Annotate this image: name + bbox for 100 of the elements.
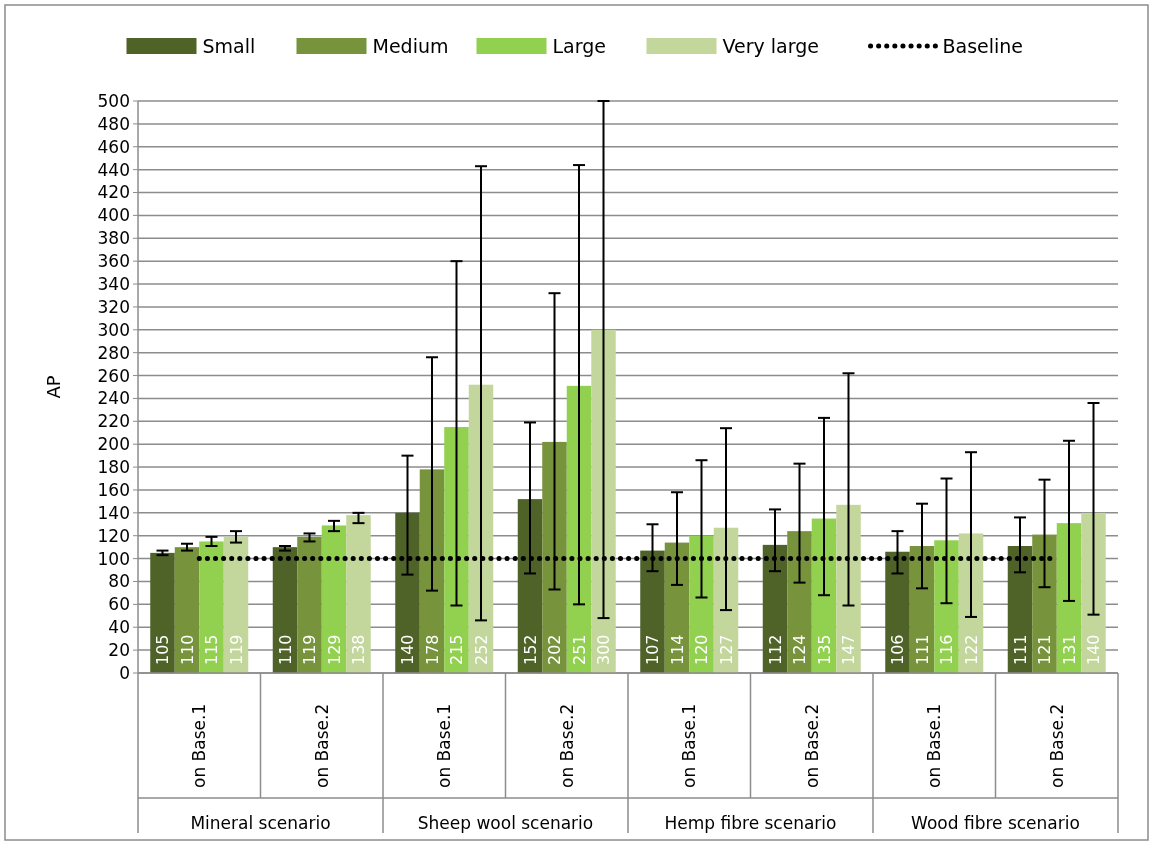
data-label: 178 [422,634,442,665]
data-label: 114 [667,634,687,665]
bar [272,547,298,673]
bar [958,533,984,673]
bar [444,427,469,673]
data-label: 121 [1035,634,1055,665]
legend-label: Medium [372,34,449,57]
data-label: 152 [520,634,540,665]
bar [297,536,322,673]
text: Mineral scenario [190,813,331,834]
legend-label: Baseline [942,34,1024,57]
data-label: 129 [324,634,344,665]
data-label: 106 [888,634,908,665]
y-tick-label: 480 [97,113,130,134]
y-tick-label: 300 [97,319,130,340]
x-tick-label: on Base.1 [434,703,455,788]
x-tick-label: on Base.2 [801,703,822,788]
data-label: 215 [447,634,467,665]
data-label: 135 [814,634,834,665]
data-label: 119 [226,634,246,665]
data-label: 252 [471,634,491,665]
data-label: 131 [1059,634,1079,665]
y-tick-label: 240 [97,388,130,409]
data-label: 140 [1084,634,1104,665]
y-tick-label: 120 [97,525,130,546]
y-tick-label: 180 [97,457,130,478]
y-tick-label: 260 [97,365,130,386]
data-label: 112 [765,634,785,665]
y-tick-label: 140 [97,502,130,523]
bar [664,542,690,673]
y-axis-title: AP [43,375,64,399]
bar [223,536,249,673]
data-label: 115 [202,634,222,665]
bar [395,512,420,673]
data-label: 122 [961,634,981,665]
data-label: 105 [153,634,173,665]
data-label: 127 [716,634,736,665]
x-tick-label: on Base.1 [189,703,210,788]
y-tick-label: 60 [108,594,130,615]
data-label: 119 [300,634,320,665]
x-tick-label: on Base.2 [311,703,332,788]
text: Wood fibre scenario [911,813,1080,834]
y-tick-label: 80 [108,571,130,592]
bar [787,531,812,673]
legend-label: Large [552,34,606,57]
data-label: 116 [937,634,957,665]
bar [174,547,200,673]
y-tick-label: 340 [97,273,130,294]
bar [1007,546,1033,673]
data-label: 140 [398,634,418,665]
bar [836,504,861,673]
data-label: 111 [1010,634,1030,665]
bar [517,499,543,673]
data-label: 138 [349,634,369,665]
bar [346,515,371,673]
bar [1056,523,1082,673]
data-label: 110 [177,634,197,665]
bar [542,441,567,673]
bar [1081,512,1106,673]
y-tick-label: 500 [97,90,130,111]
data-label: 251 [569,634,589,665]
bar [199,541,224,673]
x-tick-label: on Base.2 [556,703,577,788]
y-tick-label: 160 [97,479,130,500]
y-tick-label: 460 [97,136,130,157]
x-tick-label: on Base.1 [679,703,700,788]
data-label: 110 [275,634,295,665]
data-label: 107 [643,634,663,665]
data-label: 300 [594,634,614,665]
y-tick-label: 400 [97,205,130,226]
bar [713,527,739,673]
y-tick-label: 100 [97,548,130,569]
bar [468,384,494,673]
data-label: 147 [839,634,859,665]
bar [591,329,616,673]
y-tick-label: 380 [97,228,130,249]
x-tick-label: on Base.2 [1046,703,1067,788]
y-tick-label: 0 [119,662,130,683]
data-label: 202 [545,634,565,665]
y-tick-label: 420 [97,182,130,203]
y-tick-label: 220 [97,411,130,432]
y-tick-label: 200 [97,434,130,455]
legend-label: Very large [722,34,819,57]
x-tick-label: on Base.1 [924,703,945,788]
y-tick-label: 320 [97,296,130,317]
data-label: 120 [692,634,712,665]
legend-label: Small [202,34,256,57]
text: Sheep wool scenario [417,813,594,834]
data-label: 124 [790,634,810,665]
data-label: 111 [912,634,932,665]
bar [419,469,445,673]
y-tick-label: 360 [97,251,130,272]
bar [150,552,175,673]
bar [762,544,788,673]
bar [689,535,714,673]
bar [909,546,935,673]
y-tick-label: 440 [97,159,130,180]
bar [321,525,347,673]
y-tick-label: 40 [108,617,130,638]
bar [1032,534,1057,673]
